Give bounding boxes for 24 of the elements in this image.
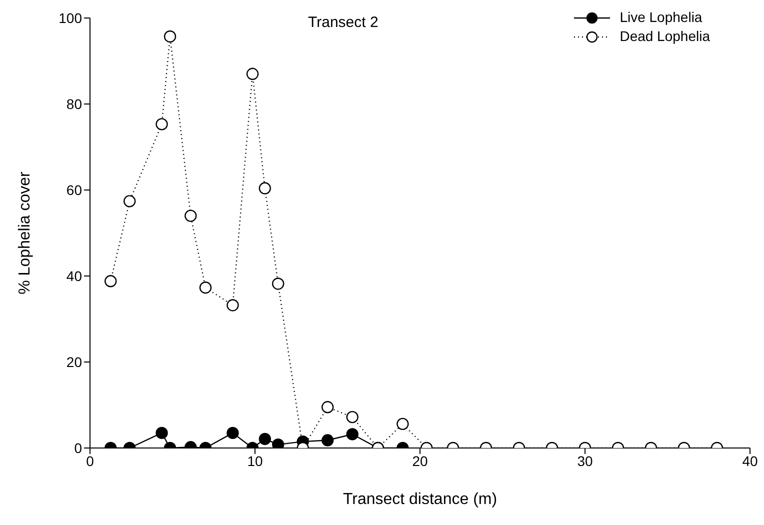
- legend-label: Live Lophelia: [620, 8, 702, 27]
- x-tick-label: 30: [577, 452, 593, 469]
- point: [184, 210, 197, 222]
- legend-label: Dead Lophelia: [620, 27, 710, 46]
- y-tick-label: 20: [66, 354, 82, 370]
- point: [258, 182, 271, 194]
- x-tick-label: 40: [742, 452, 758, 469]
- y-tick-label: 0: [74, 440, 82, 456]
- y-tick-label: 100: [58, 10, 82, 26]
- y-axis-title: % Lophelia cover: [16, 170, 34, 294]
- y-tick-label: 60: [66, 182, 82, 198]
- chart-title: Transect 2: [308, 14, 378, 31]
- point: [104, 275, 117, 288]
- point: [124, 195, 136, 208]
- point: [156, 118, 168, 130]
- point: [272, 278, 284, 290]
- y-tick-label: 40: [66, 268, 82, 284]
- x-tick-label: 20: [412, 452, 428, 469]
- point: [226, 299, 239, 312]
- point: [199, 282, 212, 294]
- x-axis-title: Transect distance (m): [342, 491, 498, 508]
- x-tick-label: 10: [247, 452, 263, 469]
- y-tick-label: 80: [66, 96, 82, 112]
- x-tick-label: 0: [86, 452, 94, 469]
